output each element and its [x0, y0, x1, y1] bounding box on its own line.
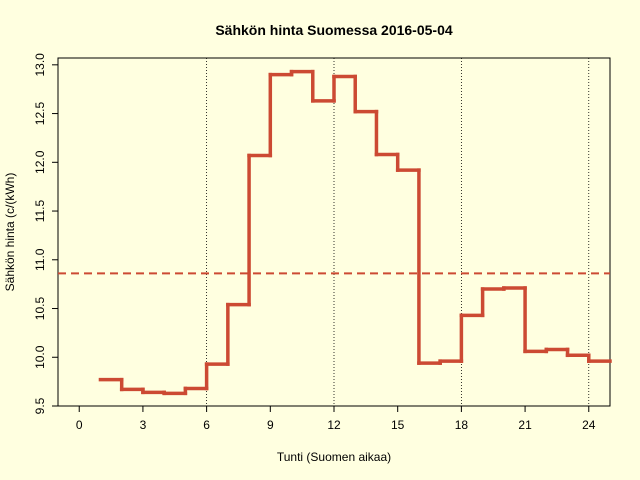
chart-title: Sähkön hinta Suomessa 2016-05-04: [215, 22, 453, 38]
y-axis-label: Sähkön hinta (c/(kWh): [3, 173, 17, 292]
y-tick-label: 12.0: [33, 150, 47, 174]
y-tick-label: 11.5: [33, 199, 47, 222]
x-tick-label: 12: [327, 418, 341, 432]
y-tick-label: 13.0: [33, 53, 47, 77]
x-tick-label: 3: [140, 418, 147, 432]
y-tick-label: 10.0: [33, 345, 47, 369]
y-tick-label: 11.0: [33, 248, 47, 271]
x-tick-label: 6: [203, 418, 210, 432]
x-tick-label: 24: [582, 418, 596, 432]
x-tick-label: 9: [267, 418, 274, 432]
x-tick-label: 0: [76, 418, 83, 432]
y-tick-label: 12.5: [33, 102, 47, 126]
x-tick-label: 21: [518, 418, 532, 432]
x-tick-label: 15: [391, 418, 405, 432]
y-tick-label: 9.5: [33, 397, 47, 414]
y-tick-label: 10.5: [33, 297, 47, 321]
x-axis-label: Tunti (Suomen aikaa): [277, 450, 391, 464]
x-tick-label: 18: [455, 418, 469, 432]
